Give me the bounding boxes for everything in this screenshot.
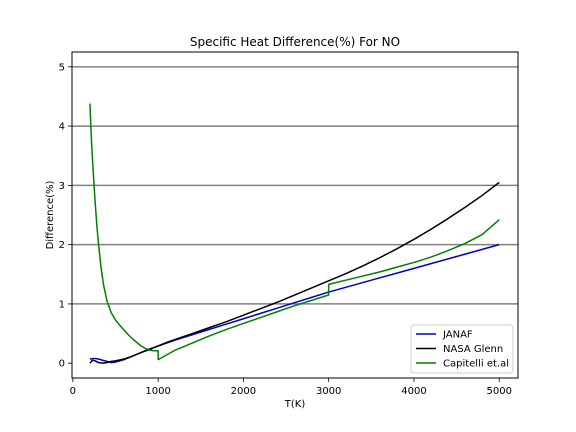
x-tick-label: 5000 <box>487 386 512 397</box>
series-line-2 <box>89 103 500 361</box>
chart-title: Specific Heat Difference(%) For NO <box>190 35 400 49</box>
series-line-1 <box>89 181 500 364</box>
legend-box <box>410 324 514 374</box>
grid <box>72 66 518 305</box>
series-line-0 <box>89 243 500 364</box>
y-tick-label: 1 <box>59 299 65 310</box>
legend: JANAF NASA Glenn Capitelli et.al <box>410 324 514 374</box>
legend-label: Capitelli et.al <box>443 359 509 370</box>
x-tick-label: 2000 <box>231 386 256 397</box>
legend-label: NASA Glenn <box>443 344 503 355</box>
x-ticks: 0 1000 2000 3000 4000 5000 <box>70 378 512 397</box>
y-tick-label: 2 <box>59 240 65 251</box>
x-tick-label: 4000 <box>401 386 426 397</box>
legend-label: JANAF <box>442 330 473 341</box>
x-tick-label: 0 <box>70 386 76 397</box>
y-ticks: 0 1 2 3 4 5 <box>59 62 72 370</box>
y-tick-label: 5 <box>59 62 65 73</box>
series-layer <box>89 103 500 364</box>
y-tick-label: 4 <box>59 122 65 133</box>
x-axis-label: T(K) <box>284 399 306 410</box>
x-tick-label: 1000 <box>145 386 170 397</box>
plot-area-frame <box>71 51 519 379</box>
x-tick-label: 3000 <box>316 386 341 397</box>
y-axis-label: Difference(%) <box>45 180 56 249</box>
y-tick-label: 3 <box>59 181 65 192</box>
y-tick-label: 0 <box>59 359 65 370</box>
